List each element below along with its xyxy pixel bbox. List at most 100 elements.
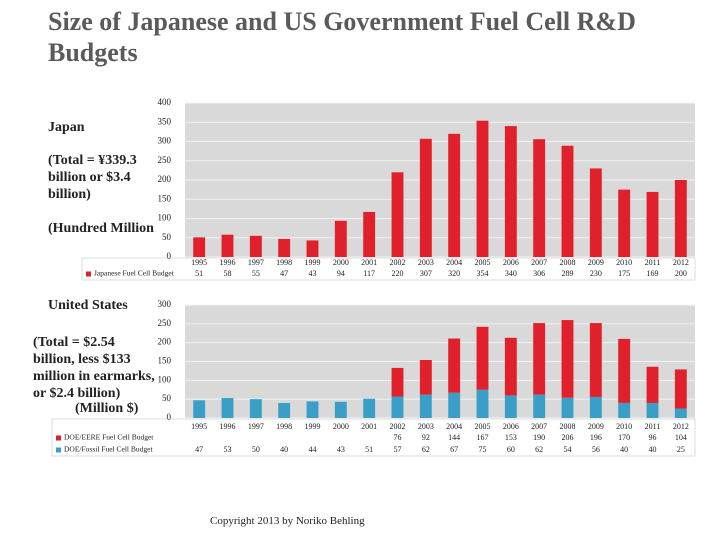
y-tick-label: 300	[158, 136, 172, 146]
x-tick-label: 1999	[305, 258, 321, 267]
table-value: 43	[309, 269, 317, 278]
table-value: 51	[195, 269, 203, 278]
legend-swatch	[56, 435, 61, 441]
table-value: 320	[448, 269, 460, 278]
bar	[221, 234, 234, 257]
x-tick-label: 2007	[531, 422, 547, 431]
y-tick-label: 150	[158, 193, 172, 203]
table-value: 117	[363, 269, 375, 278]
bar	[193, 400, 206, 418]
x-tick-label: 2004	[446, 422, 462, 431]
table-value: 44	[309, 445, 317, 454]
bar	[646, 402, 659, 418]
bar	[533, 139, 546, 257]
x-tick-label: 2011	[645, 258, 661, 267]
y-tick-label: 50	[162, 393, 172, 403]
table-value: 67	[450, 445, 458, 454]
table-value: 55	[252, 269, 260, 278]
bar	[561, 397, 574, 418]
y-tick-label: 0	[167, 412, 172, 422]
table-value: 60	[507, 445, 515, 454]
table-value: 40	[620, 445, 628, 454]
annotation: (Million $)	[75, 401, 139, 416]
bar	[448, 338, 461, 393]
x-tick-label: 2005	[475, 258, 491, 267]
x-tick-label: 2006	[503, 422, 519, 431]
x-tick-label: 2003	[418, 422, 434, 431]
table-value: 190	[533, 433, 545, 442]
bar	[419, 394, 432, 418]
table-value: 175	[618, 269, 630, 278]
bar	[221, 398, 234, 418]
x-tick-label: 2000	[333, 422, 349, 431]
x-tick-label: 2001	[361, 258, 377, 267]
data-table	[81, 257, 696, 281]
bar	[533, 394, 546, 418]
table-value: 153	[505, 433, 517, 442]
table-value: 54	[564, 445, 572, 454]
x-tick-label: 1997	[248, 422, 264, 431]
annotation: United States	[48, 298, 128, 313]
bar	[363, 398, 376, 418]
table-value: 167	[477, 433, 489, 442]
table-value: 62	[535, 445, 543, 454]
table-value: 75	[479, 445, 487, 454]
y-tick-label: 150	[158, 356, 172, 366]
y-tick-label: 200	[158, 337, 172, 347]
bar	[448, 392, 461, 418]
table-value: 94	[337, 269, 345, 278]
bar	[504, 395, 517, 418]
y-tick-label: 250	[158, 155, 172, 165]
bar	[419, 138, 432, 257]
y-tick-label: 250	[158, 318, 172, 328]
table-value: 58	[224, 269, 232, 278]
bar	[476, 389, 489, 418]
bar	[249, 235, 262, 257]
bar	[504, 337, 517, 396]
bar	[391, 396, 404, 418]
footer: Copyright 2013 by Noriko Behling	[210, 515, 365, 527]
table-value: 206	[562, 433, 574, 442]
table-value: 144	[448, 433, 460, 442]
table-value: 104	[675, 433, 687, 442]
table-value: 200	[675, 269, 687, 278]
bar	[646, 191, 659, 257]
x-tick-label: 1998	[276, 422, 292, 431]
x-tick-label: 1995	[191, 422, 207, 431]
table-value: 92	[422, 433, 430, 442]
y-tick-label: 350	[158, 116, 172, 126]
x-tick-label: 2004	[446, 258, 462, 267]
x-tick-label: 1999	[305, 422, 321, 431]
x-tick-label: 2010	[616, 258, 632, 267]
table-value: 47	[195, 445, 203, 454]
table-value: 306	[533, 269, 545, 278]
table-value: 25	[677, 445, 685, 454]
x-tick-label: 2012	[673, 258, 689, 267]
table-value: 96	[649, 433, 657, 442]
x-tick-label: 1998	[276, 258, 292, 267]
x-tick-label: 2010	[616, 422, 632, 431]
x-tick-label: 2008	[560, 258, 576, 267]
table-value: 43	[337, 445, 345, 454]
x-tick-label: 2002	[390, 422, 406, 431]
y-tick-label: 100	[158, 213, 172, 223]
slide-title: Size of Japanese and US Government Fuel …	[48, 7, 636, 67]
table-value: 76	[394, 433, 402, 442]
table-value: 289	[562, 269, 574, 278]
bar	[618, 338, 631, 403]
x-tick-label: 2009	[588, 258, 604, 267]
x-tick-label: 2011	[645, 422, 661, 431]
table-value: 51	[365, 445, 373, 454]
x-tick-label: 2002	[390, 258, 406, 267]
y-tick-label: 50	[162, 232, 172, 242]
table-value: 220	[392, 269, 404, 278]
y-tick-label: 400	[158, 97, 172, 107]
x-tick-label: 1996	[220, 422, 236, 431]
bar	[306, 401, 319, 418]
y-tick-label: 100	[158, 374, 172, 384]
annotation: (Total = $2.54 billion, less $133 millio…	[33, 335, 155, 401]
legend-label: DOE/EERE Fuel Cell Budget	[64, 433, 154, 442]
table-value: 170	[618, 433, 630, 442]
x-tick-label: 2008	[560, 422, 576, 431]
